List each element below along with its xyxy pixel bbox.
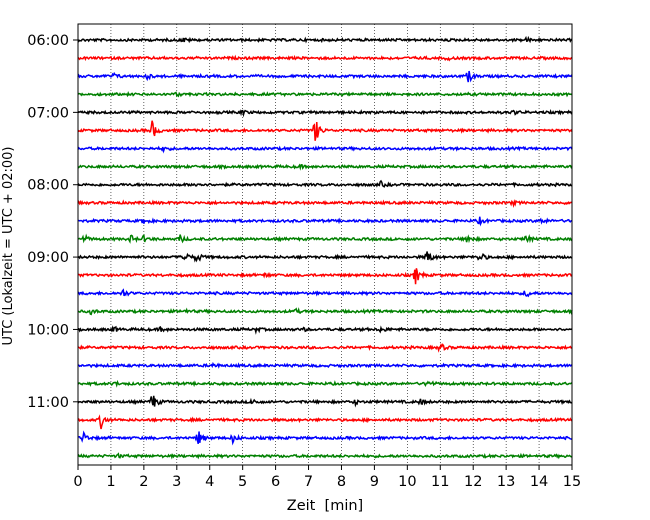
trace-1130 [77, 430, 573, 446]
x-tick-label: 4 [205, 474, 214, 490]
trace-1115 [77, 414, 573, 430]
y-tick-label: 08:00 [27, 178, 69, 194]
x-tick-label: 10 [398, 474, 416, 490]
y-tick-label: 06:00 [27, 33, 69, 49]
trace-0630 [77, 70, 573, 83]
y-tick-label: 10:00 [27, 322, 69, 338]
trace-0700 [77, 108, 573, 118]
x-tick-label: 7 [304, 474, 313, 490]
trace-1145 [77, 452, 573, 460]
y-tick-label: 11:00 [27, 395, 69, 411]
trace-0815 [77, 199, 573, 208]
x-tick-label: 12 [464, 474, 482, 490]
x-tick-label: 2 [139, 474, 148, 490]
y-axis-label: UTC (Lokalzeit = UTC + 02:00) [1, 147, 16, 346]
trace-0615 [77, 54, 573, 62]
trace-1015 [77, 342, 573, 353]
trace-0930 [77, 288, 573, 298]
trace-0745 [77, 163, 573, 171]
trace-1100 [77, 395, 573, 408]
x-tick-label: 8 [337, 474, 346, 490]
trace-0945 [77, 307, 573, 316]
plot-frame [77, 23, 573, 466]
trace-0645 [77, 90, 573, 98]
trace-0800 [77, 179, 573, 189]
x-tick-label: 5 [238, 474, 247, 490]
x-tick-label: 9 [370, 474, 379, 490]
trace-0830 [77, 216, 573, 227]
trace-1030 [77, 361, 573, 369]
trace-0600 [77, 35, 573, 44]
x-tick-label: 0 [73, 474, 82, 490]
x-tick-label: 3 [172, 474, 181, 490]
trace-1045 [77, 379, 573, 388]
x-tick-label: 6 [271, 474, 280, 490]
trace-0915 [77, 268, 573, 285]
x-axis-label: Zeit [min] [287, 498, 363, 514]
x-tick-label: 14 [530, 474, 548, 490]
trace-0730 [77, 145, 573, 154]
y-tick-label: 07:00 [27, 105, 69, 121]
trace-0900 [77, 251, 573, 263]
trace-0845 [77, 233, 573, 244]
trace-1000 [77, 325, 573, 335]
x-tick-label: 13 [497, 474, 515, 490]
seismogram-traces [77, 35, 573, 460]
x-tick-label: 11 [431, 474, 449, 490]
y-tick-label: 09:00 [27, 250, 69, 266]
x-tick-label: 1 [106, 474, 115, 490]
x-axis: 0 1 2 3 4 5 6 7 8 9 10 11 12 13 14 15 [73, 465, 581, 490]
y-axis: 06:00 07:00 08:00 09:00 10:00 11:00 [27, 33, 78, 411]
x-tick-label: 15 [563, 474, 581, 490]
trace-0715 [77, 120, 573, 141]
